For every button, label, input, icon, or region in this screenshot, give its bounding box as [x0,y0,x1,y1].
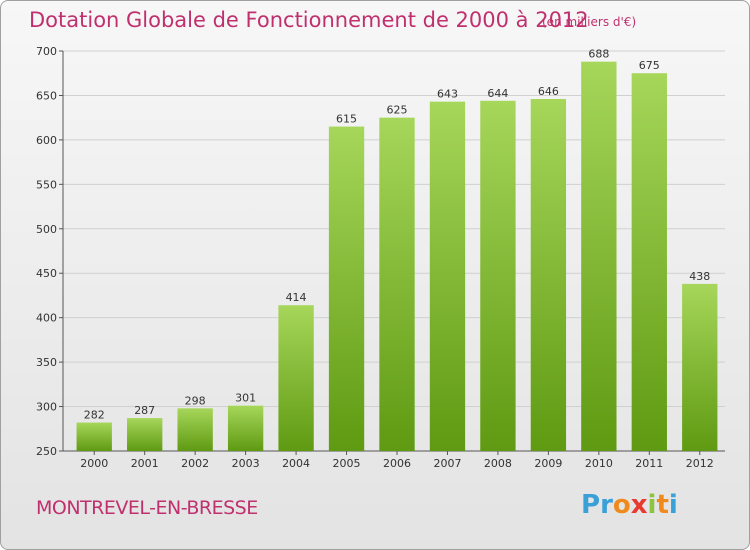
bar-2003 [227,405,264,451]
bar-2005 [328,126,365,452]
bar-2002 [177,408,213,451]
x-tick-label-2001: 2001 [131,457,159,470]
value-label-2007: 643 [437,88,458,101]
value-label-2008: 644 [487,87,508,100]
bar-2001 [127,418,163,451]
bar-2007 [429,101,466,452]
value-label-2009: 646 [538,85,559,98]
value-label-2002: 298 [185,394,206,407]
commune-name: MONTREVEL-EN-BRESSE [36,497,258,519]
x-tick-label-2012: 2012 [686,457,714,470]
logo-letter: i [647,490,657,520]
x-tick-label-2007: 2007 [433,457,461,470]
value-label-2004: 414 [286,291,307,304]
bars [76,61,718,452]
bar-2006 [379,117,415,452]
y-tick-label: 250 [36,445,57,458]
x-tick-label-2005: 2005 [333,457,361,470]
logo-letter: o [612,490,631,520]
value-label-2006: 625 [387,104,408,117]
y-tick-label: 650 [36,89,57,102]
y-tick-label: 700 [36,45,57,58]
bar-2004 [278,305,314,451]
y-tick-label: 600 [36,134,57,147]
logo-letter: t [656,490,669,520]
x-tick-label-2009: 2009 [534,457,562,470]
y-tick-label: 300 [36,401,57,414]
bar-2011 [631,73,667,451]
bar-2010 [581,61,617,452]
value-label-2003: 301 [235,392,256,405]
logo-letter: i [668,490,678,520]
bar-2012 [682,283,718,451]
logo-letter: P [581,490,601,520]
proxiti-logo: Proxiti [581,490,678,520]
value-label-2011: 675 [639,59,660,72]
bar-2009 [530,99,567,451]
x-tick-label-2003: 2003 [232,457,260,470]
value-label-2005: 615 [336,113,357,126]
x-tick-label-2011: 2011 [635,457,663,470]
x-tick-label-2000: 2000 [80,457,108,470]
unit-note: (en milliers d'€) [542,15,637,29]
x-tick-label-2008: 2008 [484,457,512,470]
y-tick-label: 500 [36,223,57,236]
logo-letter: r [600,490,613,520]
x-tick-label-2004: 2004 [282,457,310,470]
y-tick-label: 350 [36,356,57,369]
x-tick-label-2002: 2002 [181,457,209,470]
data-labels: 282 287 298 301 414 615 625 643 644 646 688 675 438 [84,48,711,422]
axes: 250 300 350 400 450 500 550 600 650 700 2000 2001 20… [36,45,725,470]
y-tick-label: 400 [36,312,57,325]
x-tick-label-2010: 2010 [585,457,613,470]
value-label-2010: 688 [588,48,609,61]
bar-2008 [480,100,516,452]
value-label-2012: 438 [689,270,710,283]
y-tick-label: 550 [36,178,57,191]
chart-title: Dotation Globale de Fonctionnement de 20… [29,8,589,32]
bar-2000 [76,422,112,451]
value-label-2001: 287 [134,404,155,417]
logo-letter: x [630,490,648,520]
y-tick-label: 450 [36,267,57,280]
x-tick-label-2006: 2006 [383,457,411,470]
value-label-2000: 282 [84,409,105,422]
